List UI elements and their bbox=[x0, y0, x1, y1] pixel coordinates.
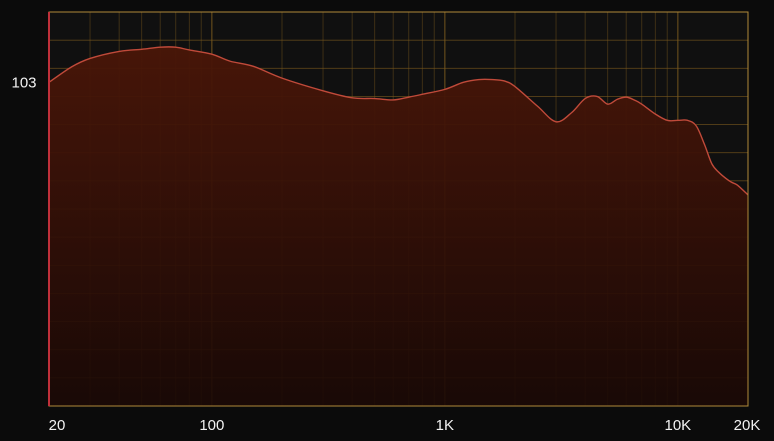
response-area-fill bbox=[49, 46, 748, 406]
x-tick-label: 1K bbox=[436, 417, 454, 434]
x-tick-label: 20 bbox=[49, 417, 66, 434]
x-tick-labels: 20 100 1K 10K 20K bbox=[49, 417, 761, 434]
x-tick-label: 100 bbox=[199, 417, 224, 434]
y-tick-labels: 103 bbox=[11, 74, 36, 91]
y-tick-label: 103 bbox=[11, 74, 36, 91]
x-tick-label: 20K bbox=[734, 417, 761, 434]
x-tick-label: 10K bbox=[665, 417, 692, 434]
response-curve-line bbox=[48, 46, 749, 196]
